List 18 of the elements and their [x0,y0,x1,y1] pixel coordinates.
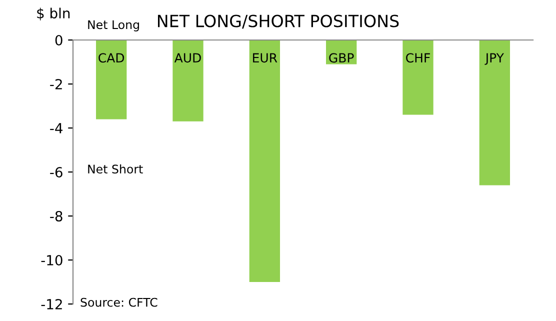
annotation: Source: CFTC [80,298,158,307]
y-tick-label: -8 [50,210,62,222]
x-tick-label: JPY [484,53,504,65]
y-tick-label: -10 [41,254,62,266]
y-tick-label: -6 [50,166,62,178]
x-tick-label: GBP [329,53,354,63]
y-tick-label: -4 [50,123,62,134]
x-tick-label: AUD [174,53,201,63]
y-tick-label: -12 [41,298,62,310]
annotation: Net Short [88,164,143,174]
y-axis-title: $ bln [37,8,70,20]
y-tick-label: 0 [55,34,62,46]
text: Net Long [88,20,139,32]
x-tick-label: EUR [253,53,278,63]
y-tick-label: -2 [50,78,62,90]
chart-title: NET LONG/SHORT POSITIONS [158,14,399,29]
x-tick-label: CAD [98,53,124,63]
x-tick-label: CHF [406,53,430,63]
